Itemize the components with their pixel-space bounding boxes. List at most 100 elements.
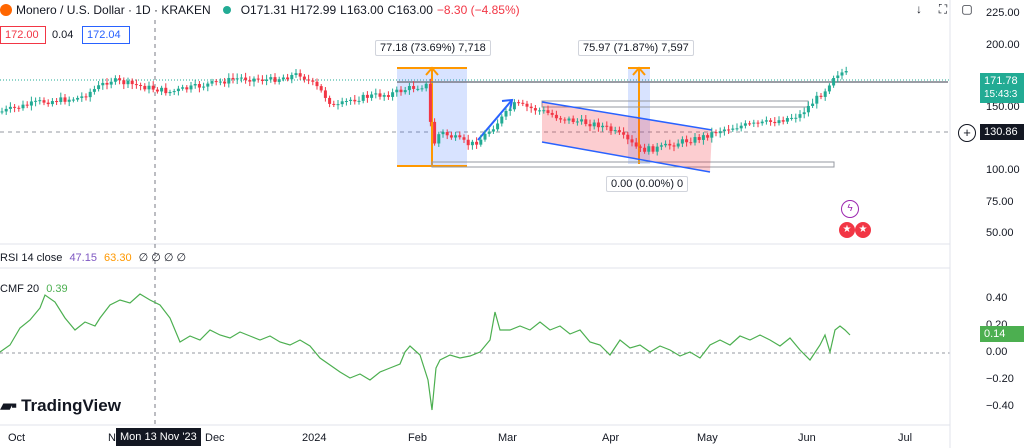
candle-body — [743, 123, 747, 126]
crosshair-price-tag: 130.86 — [980, 124, 1024, 140]
candle-body — [231, 77, 235, 80]
candle-body — [735, 128, 739, 130]
time-label: Feb — [408, 432, 427, 444]
candle-body — [46, 102, 50, 105]
candle-body — [441, 132, 445, 135]
fullscreen-icon[interactable]: ⛶ — [938, 2, 948, 16]
candle-body — [823, 91, 827, 97]
tradingview-logo[interactable]: ▰▪ TradingView — [0, 396, 121, 416]
candle-body — [42, 100, 46, 103]
candle-body — [693, 137, 697, 143]
candle-body — [323, 90, 327, 98]
candle-body — [840, 72, 844, 76]
us-flag-event-icon[interactable]: ★ — [855, 222, 871, 238]
candle-body — [374, 93, 378, 95]
candle-body — [634, 142, 638, 147]
candle-body — [227, 77, 231, 84]
candle-body — [4, 108, 8, 112]
candle-body — [630, 139, 634, 143]
candle-body — [256, 78, 260, 80]
candle-body — [844, 71, 848, 73]
candle-body — [365, 94, 369, 98]
candle-body — [97, 85, 101, 90]
candle-body — [164, 87, 168, 94]
arrow-down-icon[interactable]: ↓ — [916, 2, 922, 16]
time-label: Oct — [8, 432, 26, 444]
candle-body — [357, 100, 361, 102]
candle-body — [609, 126, 613, 132]
candle-body — [248, 80, 252, 82]
cmf-tick: 0.00 — [986, 346, 1008, 358]
add-alert-icon[interactable]: + — [958, 124, 976, 142]
candle-body — [302, 76, 306, 80]
candle-body — [25, 104, 29, 106]
candle-body — [584, 119, 588, 125]
candle-body — [290, 74, 294, 80]
candle-body — [29, 101, 33, 106]
candle-body — [8, 106, 12, 109]
buy-button[interactable]: 172.04 — [82, 26, 130, 44]
candle-body — [580, 119, 584, 122]
candle-body — [307, 79, 311, 81]
cmf-tick: −0.40 — [986, 400, 1014, 412]
candle-body — [340, 101, 344, 105]
candle-body — [710, 132, 714, 138]
candle-body — [202, 86, 206, 88]
price-tick: 50.00 — [986, 227, 1014, 239]
candle-body — [420, 88, 424, 90]
time-label: 2024 — [302, 432, 327, 444]
measure-label-3[interactable]: 0.00 (0.00%) 0 — [606, 176, 689, 192]
crosshair-date-label: Mon 13 Nov '23 — [116, 428, 201, 446]
tradingview-logo-icon: ▰▪ — [0, 396, 17, 415]
candle-body — [139, 85, 143, 87]
time-label: Dec — [205, 432, 225, 444]
candle-body — [273, 77, 277, 82]
candle-body — [80, 96, 84, 98]
candle-body — [500, 116, 504, 124]
candle-body — [748, 123, 752, 125]
candle-body — [794, 117, 798, 119]
candle-body — [344, 100, 348, 102]
us-flag-event-icon[interactable]: ★ — [839, 222, 855, 238]
range-box-lower — [431, 161, 835, 168]
time-label: Jul — [898, 432, 913, 444]
rsi-legend[interactable]: RSI 14 close 47.15 63.30 ∅ ∅ ∅ ∅ — [0, 251, 186, 264]
ohlc-open: O171.31 — [240, 3, 287, 17]
candle-body — [113, 78, 117, 82]
candle-body — [592, 122, 596, 127]
candle-body — [349, 99, 353, 101]
lightning-event-icon[interactable]: ϟ — [841, 200, 859, 218]
candle-body — [655, 146, 659, 152]
candle-body — [836, 75, 840, 79]
candle-body — [777, 120, 781, 124]
sell-button[interactable]: 172.00 — [0, 26, 46, 44]
candle-body — [806, 105, 810, 113]
candle-body — [134, 84, 138, 86]
rsi-empty-values: ∅ ∅ ∅ ∅ — [138, 252, 187, 264]
candle-body — [483, 133, 487, 140]
candlestick-series — [0, 66, 848, 156]
candle-body — [756, 122, 760, 124]
candle-body — [622, 132, 626, 135]
candle-body — [67, 99, 71, 102]
candle-body — [193, 84, 197, 86]
candle-body — [819, 95, 823, 97]
candle-body — [88, 91, 92, 98]
candle-body — [685, 139, 689, 143]
candle-body — [84, 96, 88, 98]
measure-label-2[interactable]: 75.97 (71.87%) 7,597 — [578, 40, 694, 56]
measure-label-1[interactable]: 77.18 (73.69%) 7,718 — [375, 40, 491, 56]
candle-body — [475, 141, 479, 145]
cmf-line — [0, 293, 851, 411]
candle-body — [760, 121, 764, 124]
candle-body — [668, 143, 672, 146]
candle-body — [659, 145, 663, 147]
candle-body — [466, 139, 470, 146]
cmf-value: 0.39 — [46, 283, 68, 295]
candle-body — [298, 73, 302, 77]
cmf-legend[interactable]: CMF 20 0.39 — [0, 283, 68, 295]
screenshot-icon[interactable]: ▢ — [961, 2, 973, 16]
symbol-title[interactable]: Monero / U.S. Dollar · 1D · KRAKEN — [16, 3, 211, 17]
candle-body — [126, 80, 130, 85]
